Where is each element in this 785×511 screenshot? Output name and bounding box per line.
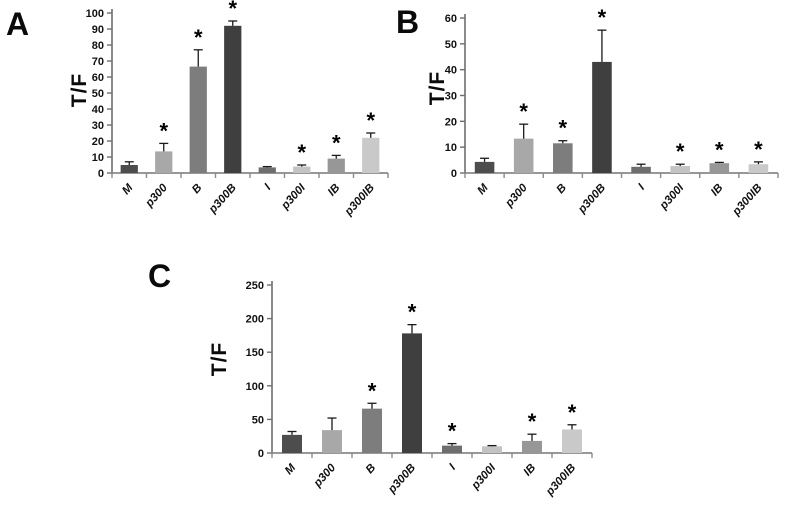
significance-star-IB: * [332,130,341,155]
x-category-label-p300I: p300I [657,181,687,212]
x-category-label-p300: p300 [143,182,171,211]
bar-I [258,167,276,173]
x-category-label-IB: IB [709,182,726,199]
significance-star-IB: * [715,137,724,162]
significance-star-p300IB: * [568,400,577,425]
bar-IB [522,440,542,453]
panel-b: B T/F 0 10 20 30 40 50 60 M * p300 * B * p300B I * p300I… [390,0,785,252]
significance-star-B: * [559,116,568,141]
x-category-label-M: M [120,182,136,197]
significance-star-B: * [194,25,203,50]
x-category-label-IB: IB [326,182,343,199]
panel-c-letter: C [148,258,172,294]
x-category-label-p300B: p300B [206,182,239,216]
x-category-label-p300: p300 [503,182,531,211]
bar-I [631,166,651,173]
significance-star-B: * [368,378,377,403]
bar-p300IB [748,164,769,173]
bar-I [442,445,462,453]
bar-p300 [322,430,342,453]
x-category-label-B: B [364,462,378,476]
bar-p300IB [362,137,380,173]
y-tick-label: 40 [92,104,104,116]
bar-B [362,408,382,453]
y-tick-label: 70 [92,56,104,68]
y-tick-label: 150 [246,347,264,359]
y-tick-label: 50 [252,414,264,426]
y-tick-label: 10 [92,152,104,164]
x-category-label-I: I [636,181,648,192]
significance-star-p300: * [159,118,168,143]
significance-star-p300: * [519,99,528,124]
x-category-label-IB: IB [522,462,539,479]
y-tick-label: 0 [98,168,104,180]
significance-star-IB: * [528,409,537,434]
y-tick-label: 250 [246,280,264,292]
x-category-label-B: B [190,182,204,196]
y-tick-label: 80 [92,40,104,52]
x-category-label-I: I [262,181,274,192]
y-tick-label: 40 [445,65,457,77]
significance-star-p300IB: * [366,108,375,133]
y-tick-label: 30 [445,91,457,103]
y-tick-label: 0 [258,448,264,460]
y-tick-label: 100 [86,8,104,20]
x-category-label-p300: p300 [311,462,339,491]
y-tick-label: 50 [445,39,457,51]
bar-p300IB [562,429,582,453]
x-category-label-p300IB: p300IB [543,462,578,499]
y-tick-label: 20 [92,136,104,148]
x-category-label-B: B [555,182,569,196]
x-category-label-p300I: p300I [279,181,309,212]
significance-star-p300B: * [598,5,607,30]
panel-c-bar-chart: 0 50 100 150 200 250 M p300 * B * p300B * I p300I * IB * p… [246,280,593,499]
bar-M [282,434,302,453]
bar-B [553,143,573,173]
significance-star-p300I: * [676,139,685,164]
x-category-label-p300B: p300B [575,182,608,216]
y-tick-label: 90 [92,24,104,36]
x-category-label-p300IB: p300IB [342,182,377,219]
significance-star-p300B: * [408,300,417,325]
significance-star-p300IB: * [754,137,763,162]
bar-B [189,66,207,173]
bar-M [120,165,138,173]
significance-star-p300B: * [228,0,237,21]
panel-a: A T/F 0 10 20 30 40 50 60 70 80 90 100 M * p300 * B * p30… [0,0,392,252]
x-category-label-M: M [475,182,491,197]
bar-p300I [293,166,311,173]
bar-p300I [482,446,502,453]
bar-p300B [402,333,422,453]
panel-a-bar-chart: 0 10 20 30 40 50 60 70 80 90 100 M * p300 * B * p300B I * p3… [86,0,389,219]
y-tick-label: 60 [92,72,104,84]
x-category-label-M: M [283,462,299,477]
y-tick-label: 50 [92,88,104,100]
bar-p300 [513,138,534,173]
bar-p300I [670,166,690,173]
y-tick-label: 0 [451,168,457,180]
x-category-label-I: I [447,461,459,472]
x-category-label-p300IB: p300IB [730,182,765,219]
y-tick-label: 20 [445,116,457,128]
y-tick-label: 100 [246,381,264,393]
significance-star-p300I: * [297,140,306,165]
x-category-label-p300I: p300I [469,461,499,492]
bar-M [474,161,495,173]
bar-p300 [155,151,173,173]
significance-star-I: * [448,419,457,444]
panel-a-letter: A [6,6,30,42]
bar-p300B [592,61,612,173]
y-tick-label: 10 [445,142,457,154]
panel-b-letter: B [396,4,420,40]
x-category-label-p300B: p300B [386,462,419,496]
y-tick-label: 200 [246,314,264,326]
y-tick-label: 60 [445,13,457,25]
bar-IB [709,163,730,173]
y-tick-label: 30 [92,120,104,132]
bar-p300B [224,25,242,173]
bar-IB [327,158,345,173]
